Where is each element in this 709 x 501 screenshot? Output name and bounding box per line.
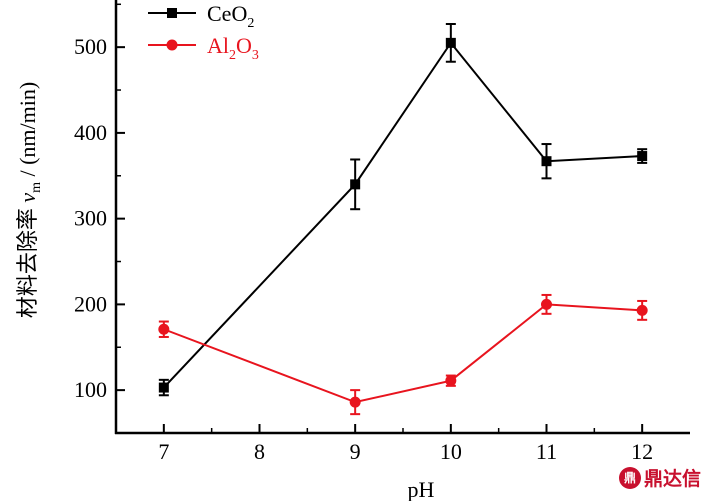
- legend-text: CeO: [207, 1, 247, 26]
- watermark-logo-text: 鼎: [623, 471, 636, 485]
- y-axis-label-unit: / (nm/min): [15, 82, 40, 182]
- legend-label-1: Al2O3: [207, 33, 259, 63]
- y-tick-label-200: 200: [74, 291, 107, 316]
- data-point-circle: [349, 396, 361, 408]
- x-tick-label-12: 12: [631, 439, 653, 464]
- data-point-circle: [541, 298, 552, 310]
- y-tick-label-400: 400: [74, 120, 107, 145]
- legend-subscript: 2: [229, 48, 236, 63]
- watermark: 鼎 鼎达信: [618, 464, 701, 491]
- data-point-circle: [636, 304, 648, 316]
- x-tick-label-11: 11: [536, 439, 557, 464]
- legend-subscript: 3: [252, 48, 259, 63]
- watermark-text: 鼎达信: [643, 468, 701, 490]
- y-axis-label: 材料去除率 vm / (nm/min): [15, 82, 44, 318]
- data-point-circle: [158, 323, 170, 335]
- data-point-square: [445, 37, 456, 48]
- y-axis-label-main: 材料去除率: [15, 203, 40, 319]
- legend-text: O: [236, 33, 252, 58]
- y-tick-label-500: 500: [74, 34, 107, 59]
- y-axis-label-subscript: m: [29, 182, 44, 193]
- data-point-square: [350, 179, 361, 190]
- x-tick-label-10: 10: [440, 439, 462, 464]
- legend-label-0: CeO2: [207, 1, 254, 31]
- watermark-logo-icon: 鼎: [618, 466, 641, 489]
- x-tick-label-8: 8: [254, 439, 265, 464]
- legend-text: Al: [207, 33, 229, 58]
- legend-marker-circle: [166, 39, 178, 51]
- x-tick-label-7: 7: [158, 439, 169, 464]
- data-point-square: [637, 151, 648, 162]
- legend-marker-square: [167, 8, 177, 18]
- x-axis-label: pH: [408, 477, 435, 501]
- data-point-square: [158, 382, 169, 393]
- data-point-square: [541, 156, 552, 167]
- data-point-circle: [445, 375, 457, 387]
- y-tick-label-100: 100: [74, 377, 107, 402]
- x-tick-label-9: 9: [350, 439, 361, 464]
- series-line-1: [163, 303, 643, 404]
- y-axis-label-symbol: v: [15, 193, 40, 203]
- legend-subscript: 2: [247, 16, 254, 31]
- y-tick-label-300: 300: [74, 206, 107, 231]
- series-line-0: [163, 41, 643, 389]
